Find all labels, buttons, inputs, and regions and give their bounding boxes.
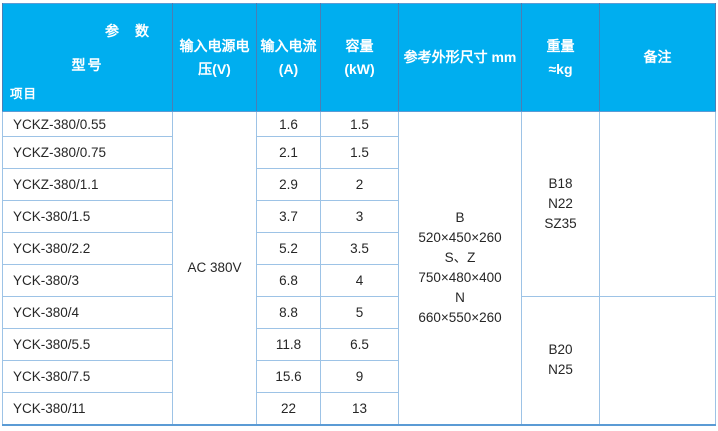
dimensions-line: N [455,289,465,305]
weight-line: SZ35 [544,216,577,231]
capacity-cell: 4 [320,264,399,297]
corner-label-item: 项目 [10,87,38,101]
table-row: YCK-380/7.5 15.6 9 [2,360,716,393]
spec-table: 参数 型号 项目 输入电源电 压(V) 输入电流 (A) 容量 (kW) 参考外… [2,3,716,426]
dimensions-line: 660×550×260 [418,309,502,325]
current-cell: 11.8 [256,328,321,361]
capacity-cell: 13 [320,392,399,425]
header-dimensions: 参考外形尺寸 mm [398,3,522,112]
current-cell: 2.1 [256,136,321,169]
table-row: YCK-380/5.5 11.8 6.5 [2,328,716,361]
weight-line: B18 [548,176,573,191]
capacity-cell: 9 [320,360,399,393]
header-input-current: 输入电流 (A) [256,3,321,112]
capacity-cell: 1.5 [320,136,399,169]
current-cell: 15.6 [256,360,321,393]
capacity-cell: 1.5 [320,111,399,137]
table-row: YCK-380/3 6.8 4 [2,264,716,297]
dimensions-line: 750×480×400 [418,269,502,285]
weight-line: N22 [548,196,573,211]
weight-line: N25 [548,362,573,378]
model-cell: YCK-380/11 [2,392,173,425]
model-cell: YCK-380/4 [2,296,173,329]
dimensions-line: S、Z [444,249,476,265]
model-cell: YCKZ-380/0.55 [2,111,173,137]
header-weight: 重量 ≈kg [521,3,600,112]
capacity-cell: 5 [320,296,399,329]
current-cell: 2.9 [256,168,321,201]
header-capacity: 容量 (kW) [320,3,399,112]
remark-group1-cell [599,111,716,297]
dimensions-line: B [455,209,465,225]
model-cell: YCKZ-380/1.1 [2,168,173,201]
current-cell: 6.8 [256,264,321,297]
header-current-line2: (A) [278,60,299,77]
header-voltage-line2: 压(V) [198,60,231,77]
table-row: YCK-380/11 22 13 [2,392,716,425]
current-cell: 8.8 [256,296,321,329]
weight-group1-cell: B18 N22 SZ35 [521,111,600,297]
corner-label-parameter: 参数 [105,23,165,39]
header-row: 参数 型号 项目 输入电源电 压(V) 输入电流 (A) 容量 (kW) 参考外… [2,3,716,112]
header-voltage-line1: 输入电源电 [179,37,250,54]
capacity-cell: 2 [320,168,399,201]
current-cell: 3.7 [256,200,321,233]
header-remark: 备注 [599,3,716,112]
current-cell: 1.6 [256,111,321,137]
table-row: YCKZ-380/0.75 2.1 1.5 [2,136,716,169]
corner-label-model: 型号 [71,57,104,73]
capacity-cell: 6.5 [320,328,399,361]
header-capacity-line2: (kW) [344,60,375,77]
current-cell: 5.2 [256,232,321,265]
model-cell: YCK-380/7.5 [2,360,173,393]
model-cell: YCK-380/1.5 [2,200,173,233]
weight-line: B20 [548,342,573,358]
model-cell: YCK-380/5.5 [2,328,173,361]
table-row: YCK-380/2.2 5.2 3.5 [2,232,716,265]
model-cell: YCK-380/3 [2,264,173,297]
model-cell: YCKZ-380/0.75 [2,136,173,169]
header-capacity-line1: 容量 [345,37,374,54]
header-weight-line2: ≈kg [548,60,573,77]
table-row: YCK-380/4 8.8 5 B20 N25 [2,296,716,425]
capacity-cell: 3.5 [320,232,399,265]
model-cell: YCK-380/2.2 [2,232,173,265]
capacity-cell: 3 [320,200,399,233]
header-current-line1: 输入电流 [260,37,317,54]
current-cell: 22 [256,392,321,425]
header-weight-line1: 重量 [546,37,575,54]
corner-header-cell: 参数 型号 项目 [2,3,173,112]
dimensions-line: 520×450×260 [418,229,502,245]
table-row: YCKZ-380/1.1 2.9 2 [2,168,716,201]
header-input-voltage: 输入电源电 压(V) [172,3,257,112]
dimensions-merged-cell: B 520×450×260 S、Z 750×480×400 N 660×550×… [398,111,522,425]
table-row: YCKZ-380/0.55 AC 380V 1.6 1.5 B 520×450×… [2,111,716,425]
remark-group2-cell [599,296,716,425]
voltage-merged-cell: AC 380V [172,111,257,425]
weight-group2-cell: B20 N25 [521,296,600,425]
